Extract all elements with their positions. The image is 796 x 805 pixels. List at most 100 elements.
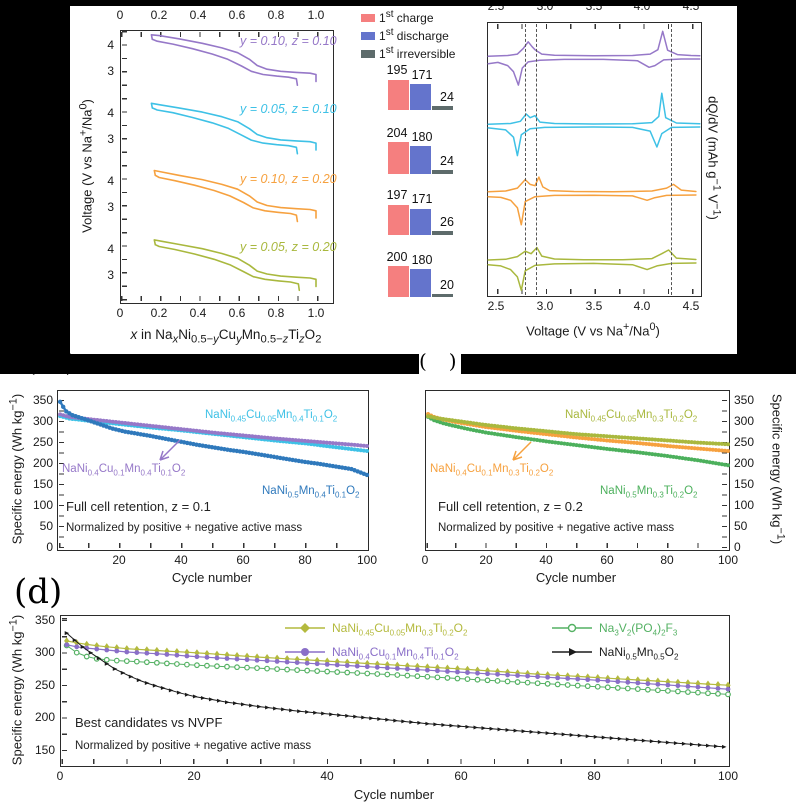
bar-charge-2 [388, 142, 409, 174]
legend-label-nvpf: Na3V2(PO4)2F3 [599, 621, 678, 638]
bar-discharge-2 [410, 146, 431, 174]
tick-label: 0.6 [228, 8, 246, 22]
tick-label: 50 [39, 519, 53, 533]
retention-z02-bottom-ticks [426, 543, 727, 548]
dqdv-curves-y005-z020 [487, 246, 697, 292]
tick-label: 4.5 [682, 299, 700, 313]
legend-marker-black-triangle [552, 648, 592, 656]
tick-label: 40 [539, 553, 553, 567]
tick-label: 40 [320, 769, 334, 783]
bar-value-charge-4: 200 [386, 250, 408, 264]
dqdv-x-axis-label: Voltage (V vs Na+/Na0) [526, 321, 660, 339]
tick-label: 80 [587, 769, 601, 783]
retention-z02-right-ticks [722, 391, 727, 548]
retention-z02-arrow [512, 441, 532, 461]
tick-label: 300 [32, 414, 53, 428]
retention-z01-y-axis-label: Specific energy (Wh kg−1) [7, 393, 25, 545]
curve-label-y005-z020: y = 0.05, z = 0.20 [240, 240, 337, 255]
legend-label-charge: 1st charge [379, 9, 434, 25]
bar-value-irreversible-2: 24 [440, 154, 454, 168]
tick-label: 80 [660, 553, 674, 567]
best-candidates-note2: Normalized by positive + negative active… [75, 740, 312, 752]
dqdv-guide-line-2.9V [536, 24, 537, 295]
curve-label-text: y = 0.05, z = 0.10 [240, 102, 337, 116]
tick-label: 0.8 [267, 8, 285, 22]
tick-label: 2.5 [487, 299, 505, 313]
curve-label-text: y = 0.10, z = 0.10 [240, 34, 337, 48]
bar-charge-3 [388, 204, 409, 235]
retention-z01-label-cyan: NaNi0.45Cu0.05Mn0.4Ti0.1O2 [205, 409, 338, 424]
best-candidates-y-axis-label: Specific energy (Wh kg−1) [7, 614, 25, 766]
voltage-plot-bottom-ticks [121, 296, 331, 301]
tick-label: 100 [717, 769, 739, 783]
tick-label: 0 [116, 306, 124, 320]
legend-swatch-charge [361, 14, 375, 22]
retention-z02-label-olive: NaNi0.45Cu0.05Mn0.3Ti0.2O2 [565, 409, 698, 424]
tick-label: 3.0 [536, 299, 554, 313]
retention-z01-note2: Normalized by positive + negative active… [66, 522, 303, 534]
curve-label-y010-z010: y = 0.10, z = 0.10 [240, 34, 337, 49]
retention-z01-frame [57, 390, 369, 551]
bar-discharge-4 [410, 269, 431, 297]
tick-label: 1.0 [307, 8, 325, 22]
retention-z02-note2: Normalized by positive + negative active… [438, 522, 675, 534]
voltage-x-axis-label: x in NaxNi0.5−yCuyMn0.5−zTizO2 [130, 327, 322, 346]
tick-label: 60 [236, 553, 250, 567]
voltage-plot-top-ticks [121, 31, 331, 37]
best-candidates-x-axis-label: Cycle number [353, 787, 435, 802]
bar-value-discharge-1: 171 [411, 68, 433, 82]
legend-swatch-discharge [361, 32, 375, 40]
tick-label: 0 [734, 540, 741, 554]
retention-z02-frame [425, 390, 730, 551]
curve-label-y005-z010: y = 0.05, z = 0.10 [240, 102, 337, 117]
dqdv-plot-frame [487, 22, 702, 297]
tick-label: 4 [107, 106, 114, 120]
tick-label: 4 [107, 242, 114, 256]
retention-z01-note1: Full cell retention, z = 0.1 [66, 499, 211, 514]
tick-label: 20 [187, 769, 201, 783]
caption-d: (d) [14, 572, 63, 612]
tick-label: 1.0 [307, 306, 325, 320]
retention-z01-bottom-ticks [58, 543, 366, 548]
retention-z01-label-purple: NaNi0.4Cu0.1Mn0.4Ti0.1O2 [62, 463, 186, 478]
tick-label: 0.4 [189, 306, 207, 320]
tick-label: 150 [34, 743, 55, 757]
voltage-curves-y005-z010 [150, 102, 317, 155]
tick-label: 250 [34, 678, 55, 692]
best-candidates-note1: Best candidates vs NVPF [75, 715, 223, 730]
tick-label: 60 [454, 769, 468, 783]
tick-label: 100 [32, 498, 53, 512]
voltage-plot-frame [120, 30, 334, 304]
tick-label: 60 [600, 553, 614, 567]
bar-irreversible-1 [432, 106, 453, 110]
legend-label-nani05mn05: NaNi0.5Mn0.5O2 [599, 645, 679, 662]
tick-label: 350 [734, 393, 755, 407]
voltage-curves-y010-z020 [153, 169, 317, 223]
bar-value-discharge-2: 180 [411, 130, 433, 144]
voltage-curves-y010-z010 [150, 34, 317, 87]
tick-label: 200 [34, 710, 55, 724]
best-candidates-series [63, 631, 731, 749]
bar-value-charge-2: 204 [386, 126, 408, 140]
retention-z01-label-blue: NaNi0.5Mn0.4Ti0.1O2 [262, 485, 360, 500]
tick-label: 20 [479, 553, 493, 567]
tick-label: 3 [107, 132, 114, 146]
best-candidates-bottom-ticks [61, 759, 727, 764]
tick-label: 3 [107, 200, 114, 214]
tick-label: 4.0 [633, 299, 651, 313]
bar-value-irreversible-4: 20 [440, 278, 454, 292]
legend-marker-green-open-circle [552, 623, 592, 633]
bar-discharge-3 [410, 208, 431, 235]
tick-label: 250 [32, 435, 53, 449]
retention-z02-note1: Full cell retention, z = 0.2 [438, 499, 583, 514]
divider-band [0, 354, 796, 374]
top-black-strip [0, 0, 796, 6]
tick-label: 100 [734, 498, 755, 512]
voltage-plot-left-ticks [121, 31, 127, 301]
retention-z02-label-orange: NaNi0.4Cu0.1Mn0.3Ti0.2O2 [430, 463, 554, 478]
legend-label-irreversible: 1st irreversible [379, 45, 456, 61]
tick-label: 0 [46, 540, 53, 554]
bar-charge-1 [388, 79, 409, 110]
tick-label: 40 [174, 553, 188, 567]
bar-value-irreversible-1: 24 [440, 90, 454, 104]
